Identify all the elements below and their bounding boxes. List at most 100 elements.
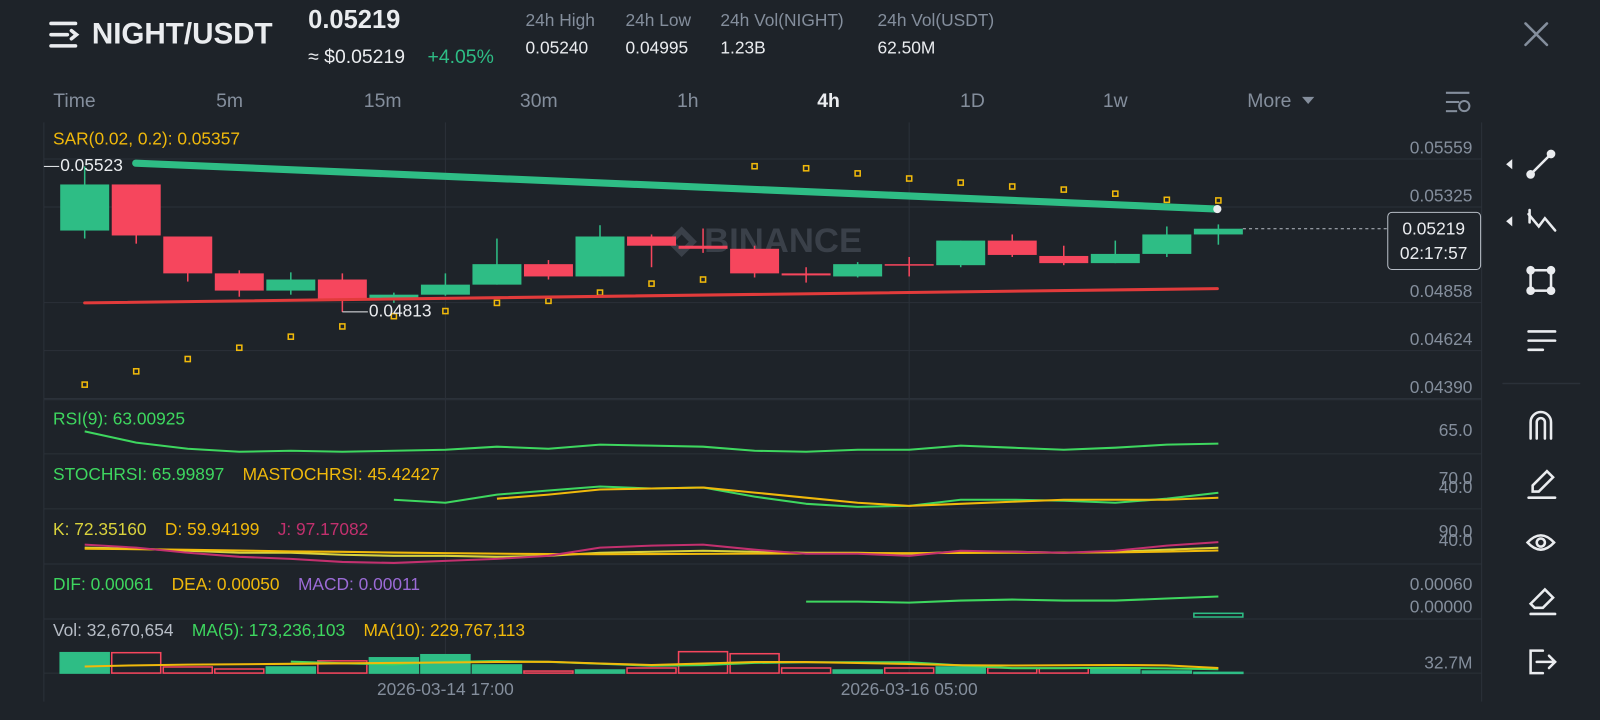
indicator-bar <box>368 657 420 674</box>
indicator-line <box>84 430 1219 453</box>
indicator-bar <box>1193 671 1244 675</box>
trend-line-drawing[interactable] <box>132 159 1221 213</box>
sar-dot <box>235 344 243 352</box>
indicator-bar <box>420 653 471 674</box>
symbol[interactable]: NIGHT/USDT <box>92 18 273 51</box>
sar-dot <box>751 162 758 170</box>
timeframe-tab[interactable]: 1h <box>677 90 699 112</box>
timeframe-tab[interactable]: 4h <box>817 90 840 112</box>
drawing-handle[interactable] <box>1213 204 1222 214</box>
stat-label: 24h High <box>526 10 595 30</box>
x-tick-label: 2026-03-14 17:00 <box>377 679 514 699</box>
legend-entry: DEA: 0.00050 <box>172 574 280 594</box>
stat-value: 0.05240 <box>526 38 589 58</box>
y-tick-label: 40.0 <box>1439 530 1473 550</box>
tool-magnet[interactable] <box>1529 410 1553 440</box>
sar-dot <box>132 367 140 375</box>
stat-label: 24h Low <box>626 10 692 30</box>
tool-shape[interactable] <box>1526 265 1556 295</box>
indicator-bar <box>110 651 162 674</box>
indicator-line <box>84 541 1219 564</box>
candle-body <box>60 184 110 231</box>
icon-stroke <box>1527 212 1557 232</box>
legend-entry: K: 72.35160 <box>53 519 146 539</box>
watermark: BINANCE <box>704 222 862 260</box>
tool-exit[interactable] <box>1529 649 1557 675</box>
candle-body <box>266 279 316 291</box>
legend-entry: MACD: 0.00011 <box>298 574 420 594</box>
sar-dot <box>339 323 346 330</box>
legend-entry: MA(5): 173,236,103 <box>192 620 345 640</box>
candle-body <box>163 236 213 274</box>
candle-body <box>730 248 780 274</box>
tool-fib[interactable] <box>1527 208 1557 232</box>
candle-body <box>523 264 573 277</box>
sar-dot <box>1060 186 1068 193</box>
stat-label: 24h Vol(NIGHT) <box>720 10 843 30</box>
indicator-bar <box>780 667 832 674</box>
indicator-bar <box>1193 612 1244 618</box>
timeframe-tab[interactable]: Time <box>53 90 95 112</box>
close-button[interactable] <box>1524 22 1549 47</box>
sar-dot <box>648 280 655 287</box>
sar-dot <box>81 381 89 388</box>
y-tick-label: 0.05325 <box>1410 185 1473 205</box>
tool-line[interactable] <box>1526 149 1556 179</box>
legend-entry: J: 97.17082 <box>278 519 369 539</box>
icon-stroke <box>1535 537 1547 548</box>
tool-visibility[interactable] <box>1525 534 1556 551</box>
sar-dot <box>1111 190 1119 197</box>
trend-line-drawing[interactable] <box>83 287 1219 305</box>
y-tick-label: 0.00000 <box>1410 596 1473 616</box>
last-price: 0.05219 <box>308 6 400 34</box>
chart-settings-icon[interactable] <box>1445 91 1471 113</box>
indicator-bar <box>574 669 626 674</box>
indicator-bar <box>523 670 574 674</box>
indicator-bar <box>1141 670 1193 674</box>
tool-brush[interactable] <box>1527 469 1557 499</box>
timeframe-tab[interactable]: 30m <box>520 90 558 112</box>
candle-body <box>111 184 161 236</box>
candle-body <box>627 236 677 246</box>
candle-body <box>369 294 419 299</box>
legend-entry: STOCHRSI: 65.99897 <box>53 464 224 484</box>
timeframe-tab[interactable]: 1w <box>1103 90 1129 112</box>
overlay: 0.05559 0.05325 0.04858 0.04624 0.04390 2026-… <box>43 128 1482 699</box>
indicator-line <box>84 660 1219 670</box>
sar-dot <box>184 355 192 363</box>
candle-body <box>1193 228 1243 235</box>
icon-stroke <box>1529 649 1557 675</box>
icon-stroke <box>1526 265 1535 275</box>
tool-text[interactable] <box>1527 330 1557 352</box>
legend-entry: SAR(0.02, 0.2): 0.05357 <box>53 128 240 148</box>
timeframe-tab[interactable]: 15m <box>364 90 402 112</box>
stat-value: 0.04995 <box>626 38 689 58</box>
y-tick-label: 70.0 <box>1439 468 1473 488</box>
indicator-line <box>806 595 1219 604</box>
candle-body <box>936 240 986 266</box>
menu-icon[interactable] <box>49 21 80 48</box>
tool-eraser[interactable] <box>1528 587 1557 616</box>
timeframe-tab[interactable]: 1D <box>960 90 985 112</box>
icon-stroke <box>1458 99 1471 113</box>
candle-body <box>317 279 367 299</box>
timeframe-tab[interactable]: More <box>1247 90 1291 112</box>
watermark-logo <box>666 226 697 257</box>
sar-dot <box>854 170 861 177</box>
icon-stroke <box>1529 410 1553 440</box>
y-tick-label: 0.04390 <box>1410 377 1473 397</box>
timeframe-tab[interactable]: 5m <box>216 90 243 112</box>
legend-entry: Vol: 32,670,654 <box>53 620 174 640</box>
candle-body <box>1039 255 1089 264</box>
toolbar-caret <box>1506 159 1513 170</box>
icon-stroke <box>1546 149 1556 159</box>
candle-body <box>678 245 728 249</box>
more-caret[interactable] <box>1302 96 1315 105</box>
high-label: 0.05523 <box>60 155 123 175</box>
sar-dot <box>442 307 449 315</box>
toolbar-caret <box>1506 216 1513 227</box>
candle-body <box>214 273 264 291</box>
sar-dot <box>493 299 501 307</box>
